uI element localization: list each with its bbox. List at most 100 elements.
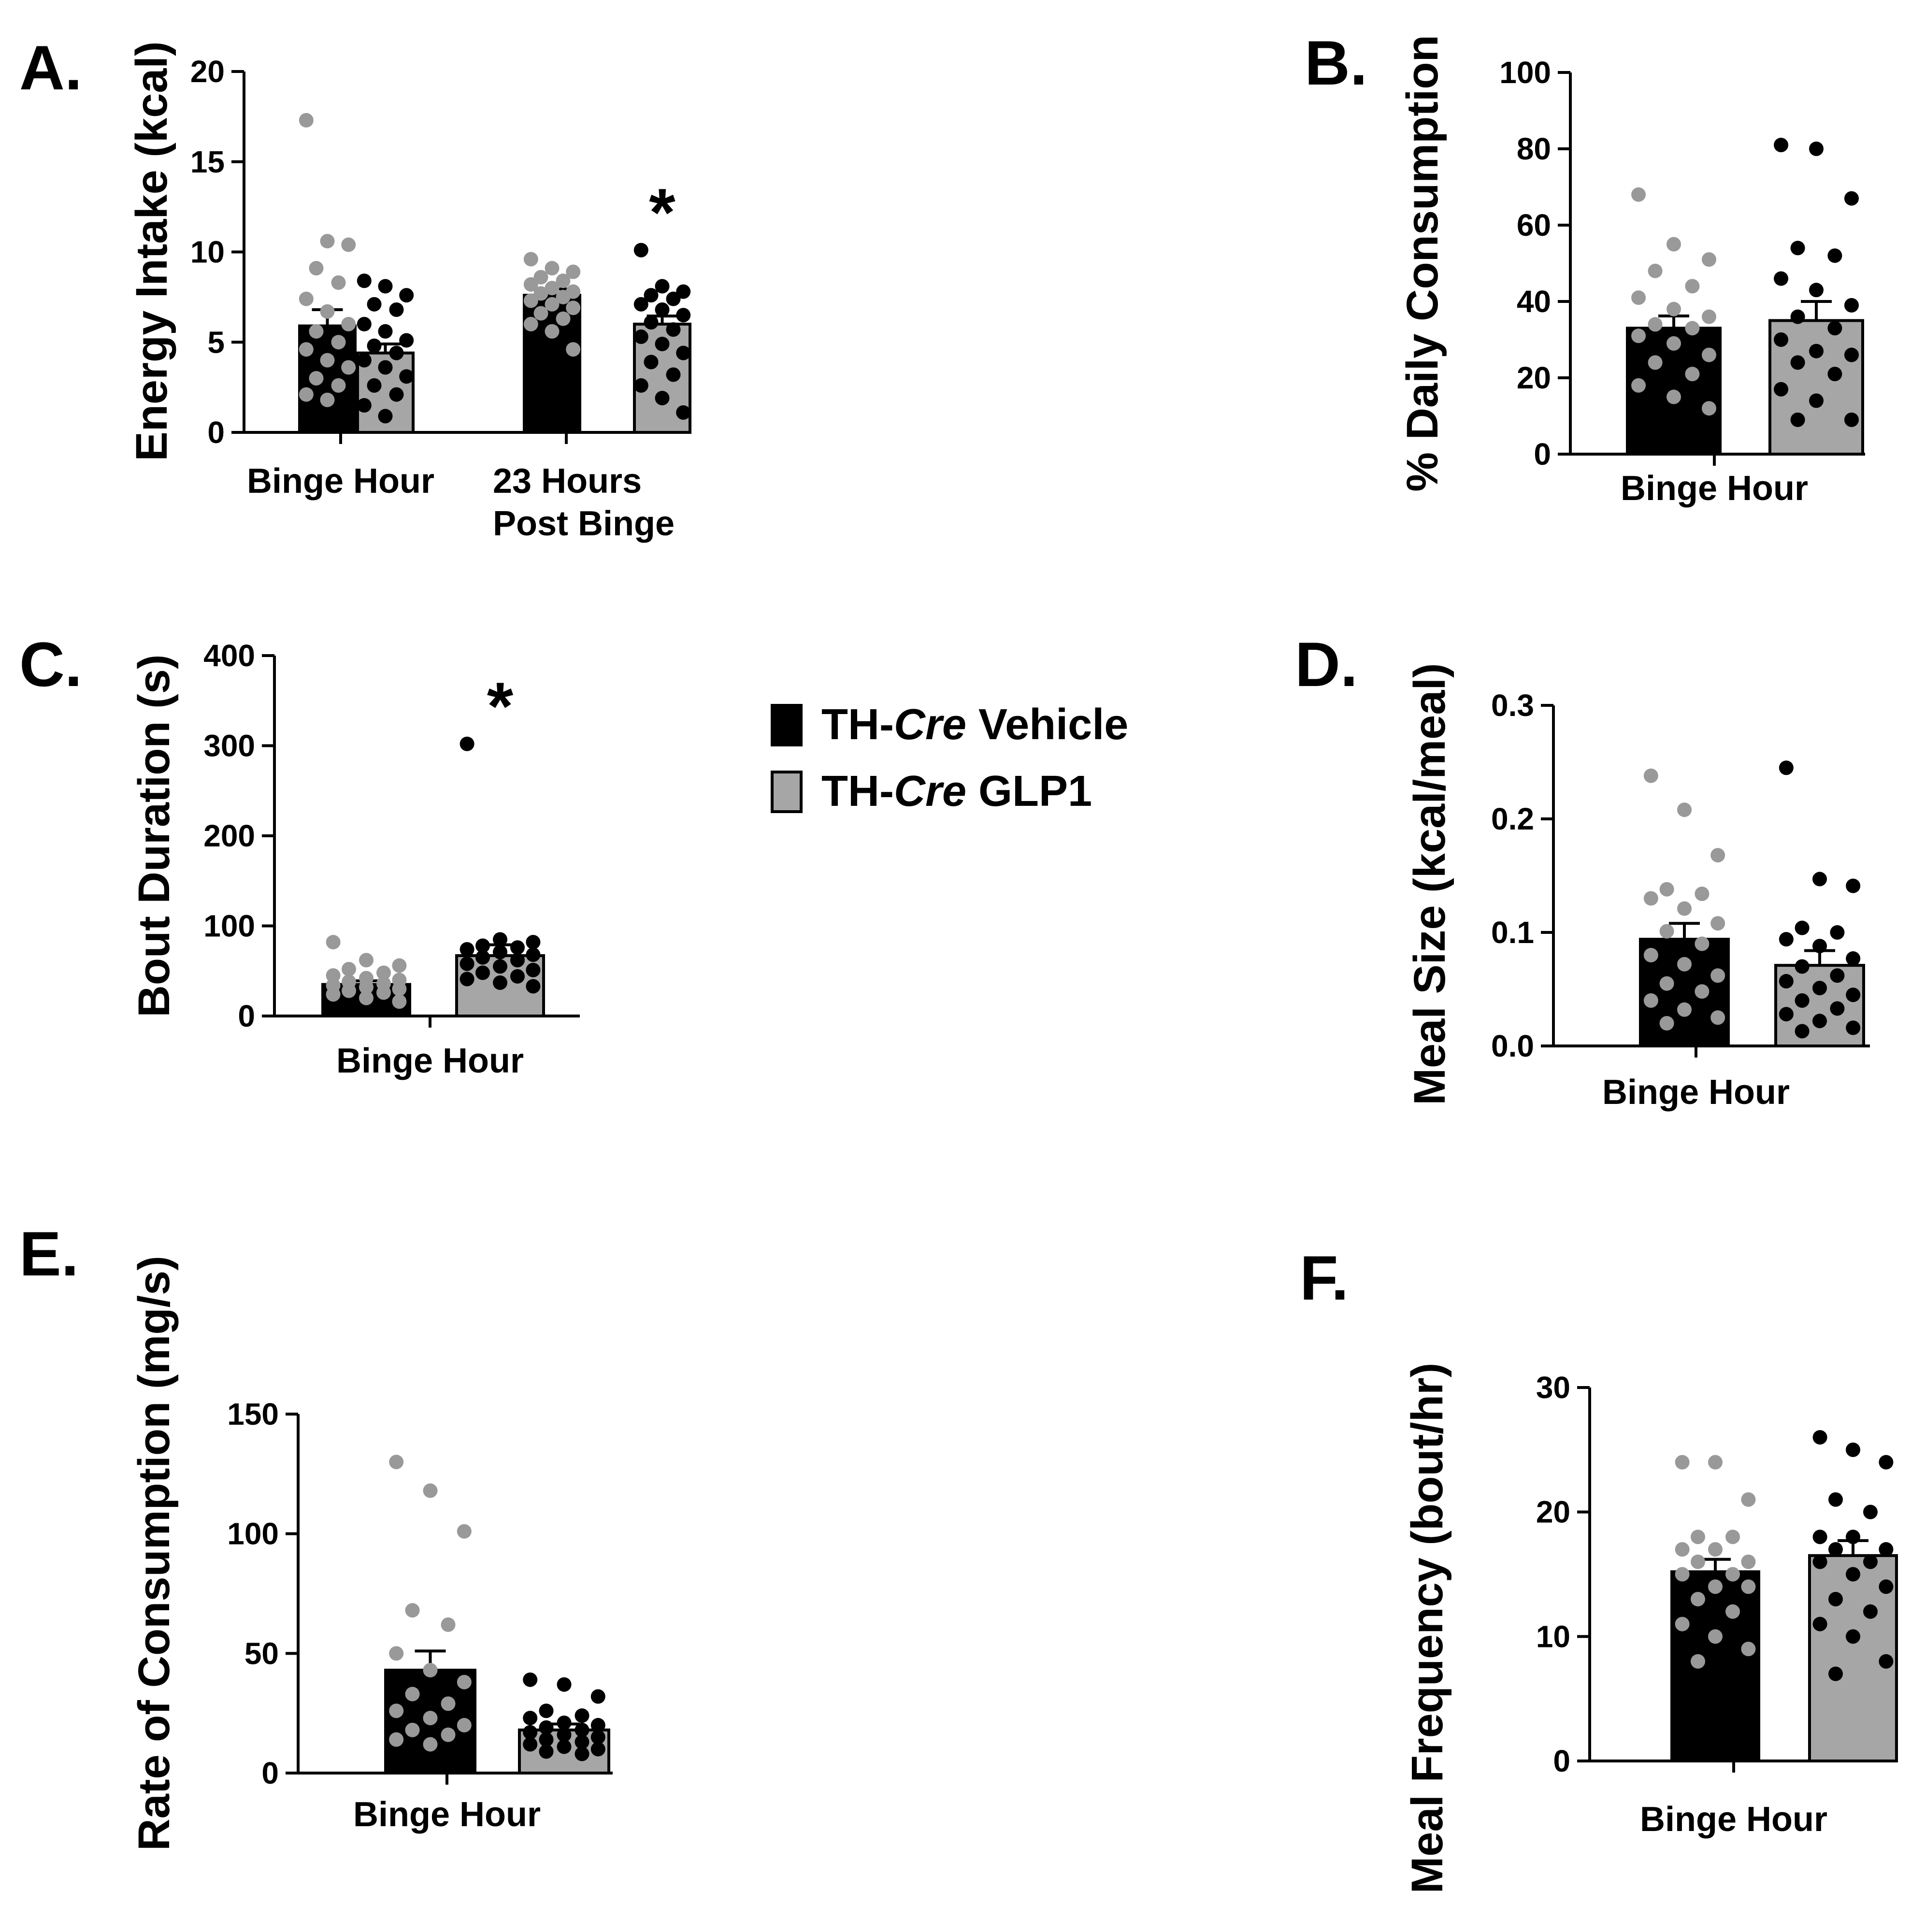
data-point [460,956,474,971]
data-point [1631,187,1646,202]
data-point [1812,1014,1827,1029]
data-point [299,113,314,128]
data-point [655,336,670,351]
data-point [389,1455,404,1470]
data-point [523,1672,538,1687]
data-point [655,279,670,294]
data-point [1685,367,1700,382]
y-axis-title: % Daily Consumption [1398,35,1447,492]
data-point [1828,1592,1843,1607]
data-point [320,353,335,368]
panel-letter: B. [1305,28,1367,98]
data-point [1844,347,1859,362]
data-point [523,1725,538,1740]
data-point [399,369,414,384]
data-point [523,1737,538,1752]
panel-b: B. % Daily Consumption 0 20 40 60 80 100 Binge H… [1305,28,1865,508]
y-tick-label: 0 [1534,437,1551,472]
panel-letter: A. [19,32,82,103]
data-point [633,329,648,344]
data-point [1863,1604,1878,1619]
data-point [1809,142,1824,156]
data-point [367,378,382,393]
x-category-label-line: Post Binge [493,504,675,543]
data-point [526,935,541,950]
data-point [590,1717,605,1732]
bar-vehicle [1670,1570,1760,1762]
significance-marker: * [649,174,675,250]
data-point [556,273,571,288]
data-point [1790,412,1805,427]
x-category-label-line: Binge Hour [353,1795,541,1834]
data-point [460,736,474,751]
data-point [526,962,541,977]
panel-e: E. Rate of Consumption (mg/s) 0 50 100 150 Bin… [19,1218,613,1851]
y-tick-label: 200 [203,818,255,853]
data-point [475,965,490,980]
data-point [1725,1567,1740,1582]
data-point [1827,367,1842,382]
data-point [460,972,474,987]
data-point [1677,901,1692,916]
data-point [1812,1530,1827,1545]
y-tick-label: 0.3 [1491,688,1534,723]
y-axis-title: Meal Frequency (bout/hr) [1403,1363,1452,1894]
data-point [1659,1016,1674,1030]
data-point [557,1727,572,1742]
data-point [457,1717,472,1732]
y-axis-title: Energy Intake (kcal) [127,41,176,461]
y-tick-label: 15 [190,144,225,179]
data-point [475,950,490,965]
data-point [523,293,538,308]
y-tick-label: 5 [207,325,225,359]
data-point [493,945,507,959]
data-point [1812,1430,1827,1445]
data-point [644,315,659,330]
legend-vehicle-italic: Cre [894,701,966,749]
data-point [1846,1629,1860,1644]
data-point [526,979,541,994]
data-point [526,947,541,962]
y-tick-label: 60 [1517,208,1551,243]
panel-c: C. Bout Duration (s) 0 100 200 300 400 Binge Ho… [19,629,580,1080]
data-point [1846,878,1861,893]
data-point [1659,924,1674,939]
data-point [392,994,407,1009]
data-point [1667,389,1681,404]
data-point [1701,347,1716,362]
x-category-label: Binge Hour [1640,1800,1827,1839]
x-category-label: Binge Hour [1621,469,1808,508]
data-point [1685,279,1700,294]
data-point [357,398,372,413]
data-point [1828,1666,1843,1681]
legend-swatch-glp1 [771,771,803,813]
data-point [1846,1567,1860,1582]
data-point [575,1708,589,1723]
data-point [557,1677,572,1692]
data-point [320,304,335,319]
data-point [590,1689,605,1704]
data-point [376,965,391,980]
data-point [1828,1492,1843,1507]
data-point [1691,1592,1705,1607]
y-tick-label: 100 [1499,55,1551,90]
panel-d: D. Meal Size (kcal/meal) 0.0 0.1 0.2 0.3 Binge… [1295,629,1870,1112]
data-point [320,234,335,249]
data-point [1677,1002,1692,1017]
data-point [545,261,560,276]
x-category-label: Binge Hour [247,462,434,501]
data-point [557,1715,572,1730]
data-point [1779,760,1794,775]
data-point [357,353,372,368]
data-point [1675,1567,1690,1582]
panel-letter: E. [19,1218,79,1289]
data-point [359,953,374,968]
data-point [359,980,374,995]
significance-marker: * [487,668,514,744]
data-point [457,1674,472,1689]
x-category-label: Binge Hour [336,1042,524,1080]
data-point [633,297,648,312]
data-point [493,959,507,974]
data-point [1830,925,1845,940]
legend-swatch-vehicle [771,704,803,746]
